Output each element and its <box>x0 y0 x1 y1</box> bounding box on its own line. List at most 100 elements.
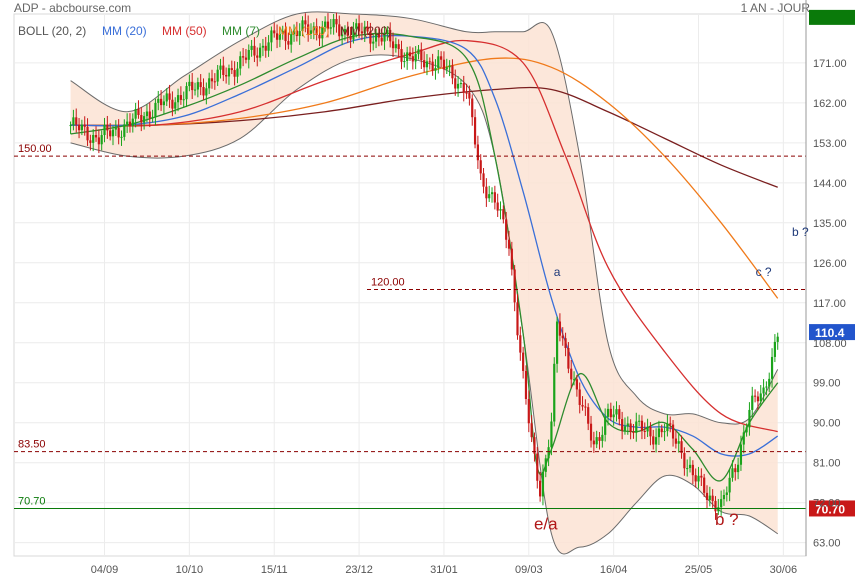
candle-body <box>739 444 743 465</box>
candle-body <box>688 464 692 469</box>
candle-body <box>290 34 293 45</box>
top-value-tag <box>809 9 855 25</box>
candle-body <box>547 447 550 459</box>
candle-body <box>578 389 581 405</box>
candle-body <box>256 55 259 58</box>
candle-body <box>360 31 364 34</box>
candle-body <box>640 420 644 431</box>
candle-body <box>454 78 457 89</box>
candle-body <box>111 129 115 137</box>
candle-body <box>80 124 83 131</box>
series-line <box>70 57 779 299</box>
candle-body <box>581 404 584 407</box>
candle-body <box>278 33 281 40</box>
candle-body <box>380 37 383 42</box>
candle-body <box>615 409 618 415</box>
candle-body <box>669 423 672 425</box>
candle-body <box>100 135 103 145</box>
bollinger-fill <box>70 11 778 554</box>
candle-body <box>522 352 525 371</box>
candle-body <box>346 29 349 36</box>
candle-body <box>666 423 669 432</box>
candle-body <box>284 30 287 42</box>
candle-body <box>188 81 191 87</box>
candle-body <box>671 424 675 439</box>
candle-body <box>131 118 134 126</box>
candle-body <box>298 31 301 37</box>
candle-body <box>440 56 443 60</box>
candle-body <box>703 477 706 493</box>
indicator-legend: BOLL (20, 2) MM (20) MM (50) MM (7) MM (100)… <box>18 24 391 38</box>
candle-body <box>250 45 253 50</box>
candle-body <box>69 125 72 127</box>
candle-body <box>230 68 233 71</box>
candle-body <box>414 54 417 62</box>
candle-body <box>363 26 366 34</box>
candle-body <box>403 61 406 63</box>
candle-body <box>273 30 276 34</box>
last-price-tag <box>809 324 855 341</box>
candle-body <box>329 27 332 29</box>
y-tick-label: 153.00 <box>813 138 847 150</box>
candle-body <box>264 45 267 51</box>
candle-body <box>601 434 604 441</box>
candle-body <box>126 121 129 125</box>
candle-body <box>751 395 754 410</box>
candle-body <box>768 378 771 387</box>
candle-body <box>338 24 341 37</box>
candle-body <box>488 194 491 199</box>
candle-body <box>236 68 239 77</box>
candle-body <box>425 61 429 68</box>
candle-body <box>157 98 160 103</box>
candle-body <box>445 67 448 70</box>
candle-body <box>349 35 352 40</box>
candle-body <box>609 408 612 418</box>
candle-body <box>765 386 768 388</box>
candle-body <box>691 464 694 476</box>
candle-body <box>621 419 624 431</box>
candle-body <box>434 67 437 71</box>
candle-body <box>527 398 530 424</box>
candle-body <box>465 92 468 94</box>
candle-body <box>428 61 431 63</box>
candle-body <box>123 124 126 137</box>
candle-body <box>253 45 256 56</box>
y-tick-label: 72.00 <box>813 498 841 510</box>
candle-body <box>397 44 400 50</box>
candle-body <box>595 437 598 445</box>
candle-body <box>485 186 488 199</box>
x-tick-label: 31/01 <box>430 564 458 576</box>
candle-body <box>519 335 522 353</box>
candle-body <box>553 363 556 422</box>
candle-body <box>756 396 760 402</box>
candle-body <box>244 57 248 60</box>
candle-body <box>555 321 559 364</box>
candle-body <box>638 420 641 422</box>
candle-body <box>714 500 717 512</box>
candle-body <box>270 30 273 43</box>
candle-body <box>510 248 513 270</box>
candle-body <box>213 81 216 83</box>
candle-body <box>589 423 593 441</box>
candle-body <box>97 137 100 145</box>
candle-body <box>369 31 372 44</box>
candle-body <box>737 464 740 473</box>
series-line <box>70 32 779 482</box>
candle-body <box>524 370 528 399</box>
candle-body <box>632 431 635 433</box>
candle-body <box>233 70 236 77</box>
candle-body <box>612 414 615 418</box>
candle-body <box>711 495 714 501</box>
candle-body <box>629 423 632 432</box>
candle-body <box>182 99 185 101</box>
candle-body <box>242 56 245 58</box>
candle-body <box>94 135 98 138</box>
candle-body <box>162 101 166 106</box>
candle-body <box>258 47 262 58</box>
candle-body <box>321 27 324 39</box>
candle-body <box>374 33 378 42</box>
candle-body <box>151 116 154 119</box>
candle-body <box>541 471 545 497</box>
candle-body <box>700 475 703 478</box>
